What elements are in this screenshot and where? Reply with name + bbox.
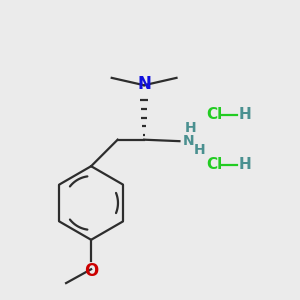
Text: H: H	[184, 121, 196, 135]
Text: O: O	[84, 262, 98, 280]
Text: H: H	[194, 143, 205, 157]
Text: Cl: Cl	[206, 157, 222, 172]
Text: Cl: Cl	[206, 107, 222, 122]
Text: N: N	[183, 134, 195, 148]
Text: N: N	[137, 75, 151, 93]
Text: H: H	[238, 157, 251, 172]
Text: H: H	[238, 107, 251, 122]
